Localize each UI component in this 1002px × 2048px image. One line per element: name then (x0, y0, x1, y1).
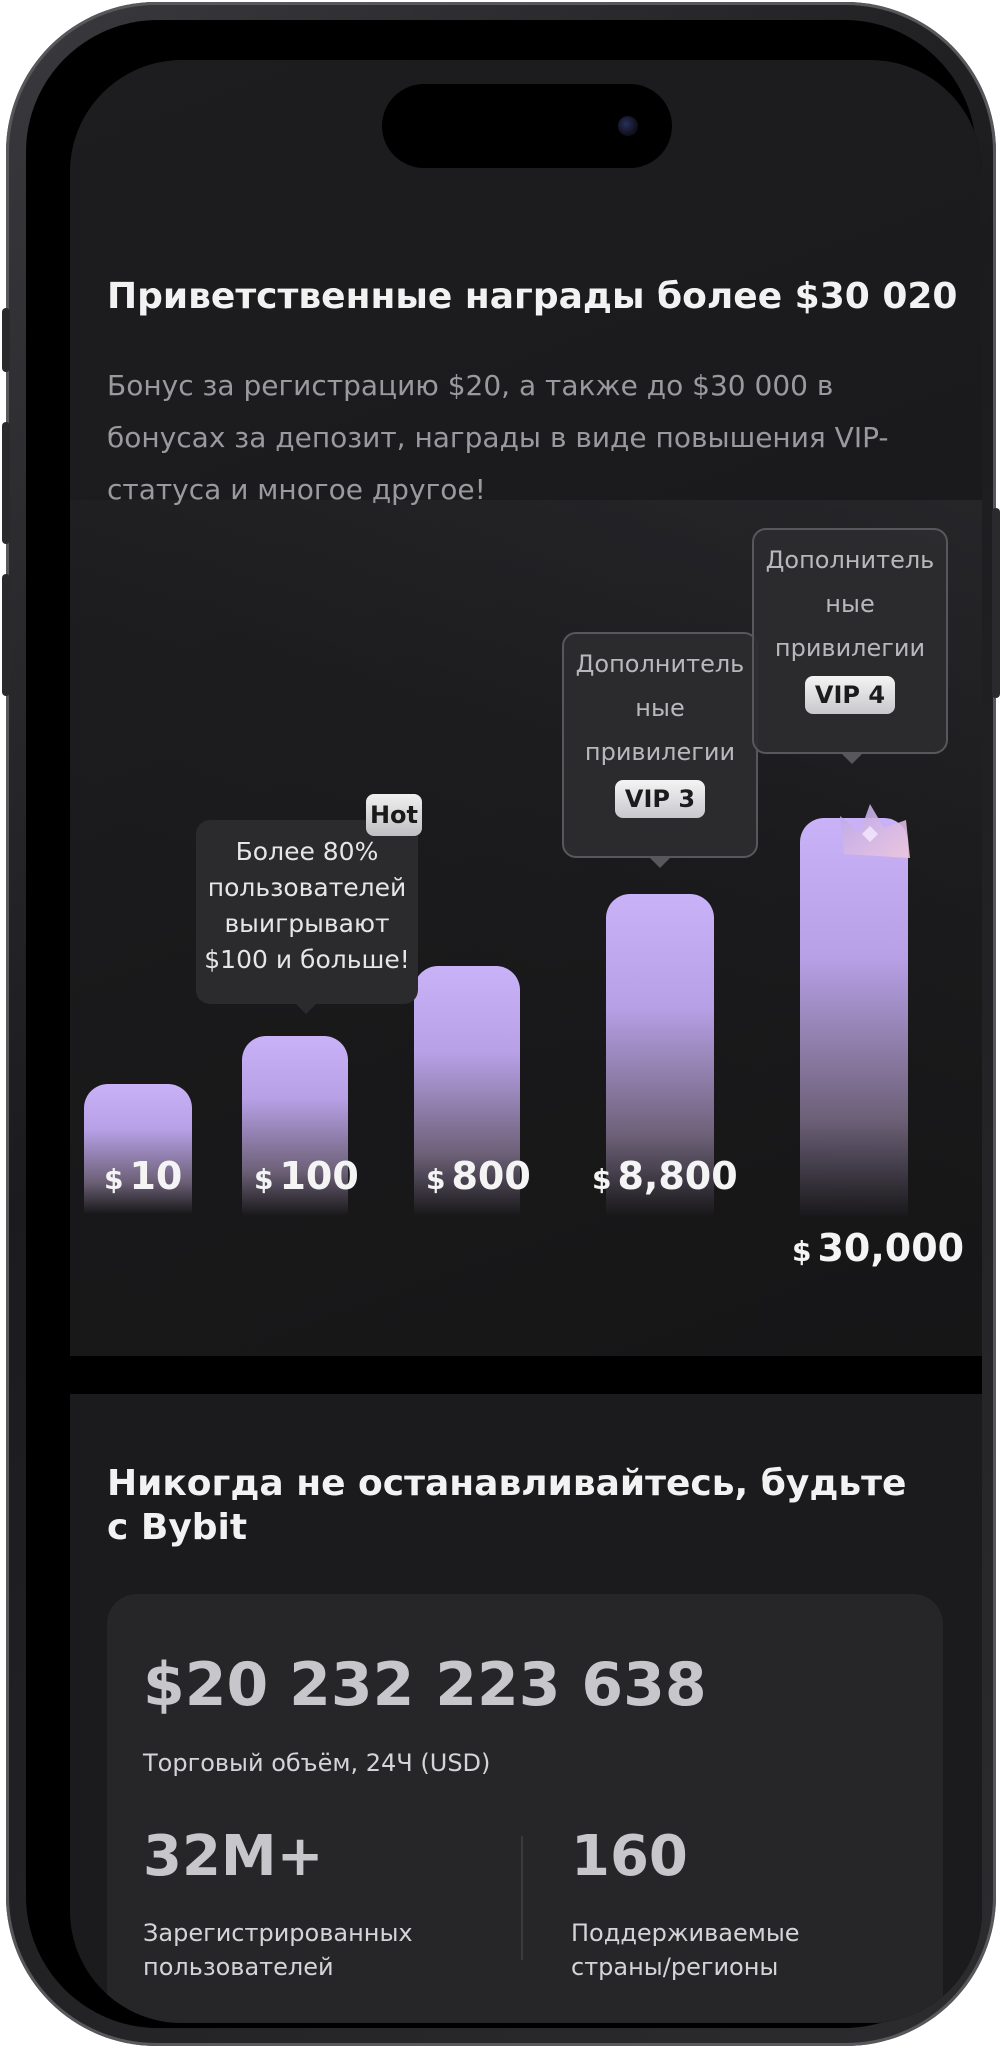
volume-up-button (2, 422, 10, 544)
vip3-tooltip-line3: привилегии (584, 738, 736, 766)
rewards-title: Приветственные награды более $30 020 (107, 276, 958, 317)
stats-panel: $20 232 223 638 Торговый объём, 24Ч (USD… (107, 1594, 943, 2023)
rewards-description: Бонус за регистрацию $20, а также до $30… (107, 369, 889, 506)
vip4-tooltip-line2: ные (825, 590, 875, 618)
screen: Приветственные награды более $30 020 Бон… (70, 60, 982, 2023)
stats-title: Никогда не останавливайтесь, будьте с By… (107, 1463, 907, 1548)
hot-tooltip-line4: $100 и больше! (204, 945, 410, 974)
currency-symbol: $ (426, 1163, 446, 1196)
welcome-rewards-card: Приветственные награды более $30 020 Бон… (70, 60, 982, 1356)
vip4-tooltip-line1: Дополнитель (765, 546, 935, 574)
vip3-tooltip-line2: ные (635, 694, 685, 722)
reward-bar-30000 (800, 818, 908, 1218)
hot-badge: Hot (366, 794, 422, 836)
currency-symbol: $ (792, 1235, 812, 1268)
vip4-badge: VIP 4 (804, 676, 896, 714)
camera-icon (618, 116, 638, 136)
registered-users-label-line1: Зарегистрированных (143, 1919, 413, 1947)
countries-label-line1: Поддерживаемые (571, 1919, 800, 1947)
amount-value: 30,000 (817, 1226, 965, 1270)
amount-value: 100 (279, 1154, 359, 1198)
power-button (992, 508, 1000, 698)
currency-symbol: $ (254, 1163, 274, 1196)
amount-value: 10 (129, 1154, 183, 1198)
registered-users-label: Зарегистрированных пользователей (143, 1916, 413, 1984)
reward-bar-100 (242, 1036, 348, 1216)
hot-tooltip-arrow (296, 1004, 316, 1014)
countries-label: Поддерживаемые страны/регионы (571, 1916, 800, 1984)
dynamic-island (382, 84, 672, 168)
hot-tooltip-line1: Более 80% (235, 837, 379, 866)
countries-label-line2: страны/регионы (571, 1953, 779, 1981)
reward-bar-10 (84, 1084, 192, 1214)
vip3-badge: VIP 3 (614, 780, 706, 818)
reward-amount-100: $100 (254, 1154, 359, 1198)
hot-tooltip: Более 80% пользователей выигрывают $100 … (196, 820, 418, 1004)
reward-amount-800: $800 (426, 1154, 531, 1198)
vip4-tooltip-arrow (842, 754, 862, 764)
stats-divider (521, 1836, 523, 1960)
vip3-tooltip: Дополнитель ные привилегии VIP 3 (562, 632, 758, 858)
phone-bezel: Приветственные награды более $30 020 Бон… (26, 20, 982, 2028)
hot-tooltip-line2: пользователей (207, 873, 407, 902)
amount-value: 8,800 (617, 1154, 738, 1198)
countries-value: 160 (571, 1824, 688, 1889)
trading-volume-label: Торговый объём, 24Ч (USD) (143, 1749, 491, 1777)
vip4-tooltip-line3: привилегии (774, 634, 926, 662)
reward-amount-8800: $8,800 (592, 1154, 738, 1198)
vip3-tooltip-arrow (650, 858, 670, 868)
vip3-tooltip-line1: Дополнитель (575, 650, 745, 678)
registered-users-label-line2: пользователей (143, 1953, 334, 1981)
currency-symbol: $ (104, 1163, 124, 1196)
reward-amount-30000: $30,000 (792, 1226, 964, 1270)
volume-down-button (2, 574, 10, 696)
reward-amount-10: $10 (104, 1154, 182, 1198)
crown-icon (840, 804, 910, 858)
currency-symbol: $ (592, 1163, 612, 1196)
registered-users-value: 32M+ (143, 1824, 324, 1889)
action-button (2, 308, 10, 372)
amount-value: 800 (451, 1154, 531, 1198)
hot-tooltip-line3: выигрывают (224, 909, 390, 938)
vip4-tooltip: Дополнитель ные привилегии VIP 4 (752, 528, 948, 754)
section-divider (70, 1356, 982, 1394)
trading-volume-value: $20 232 223 638 (143, 1650, 707, 1720)
reward-bar-8800 (606, 894, 714, 1216)
reward-bar-800 (414, 966, 520, 1216)
